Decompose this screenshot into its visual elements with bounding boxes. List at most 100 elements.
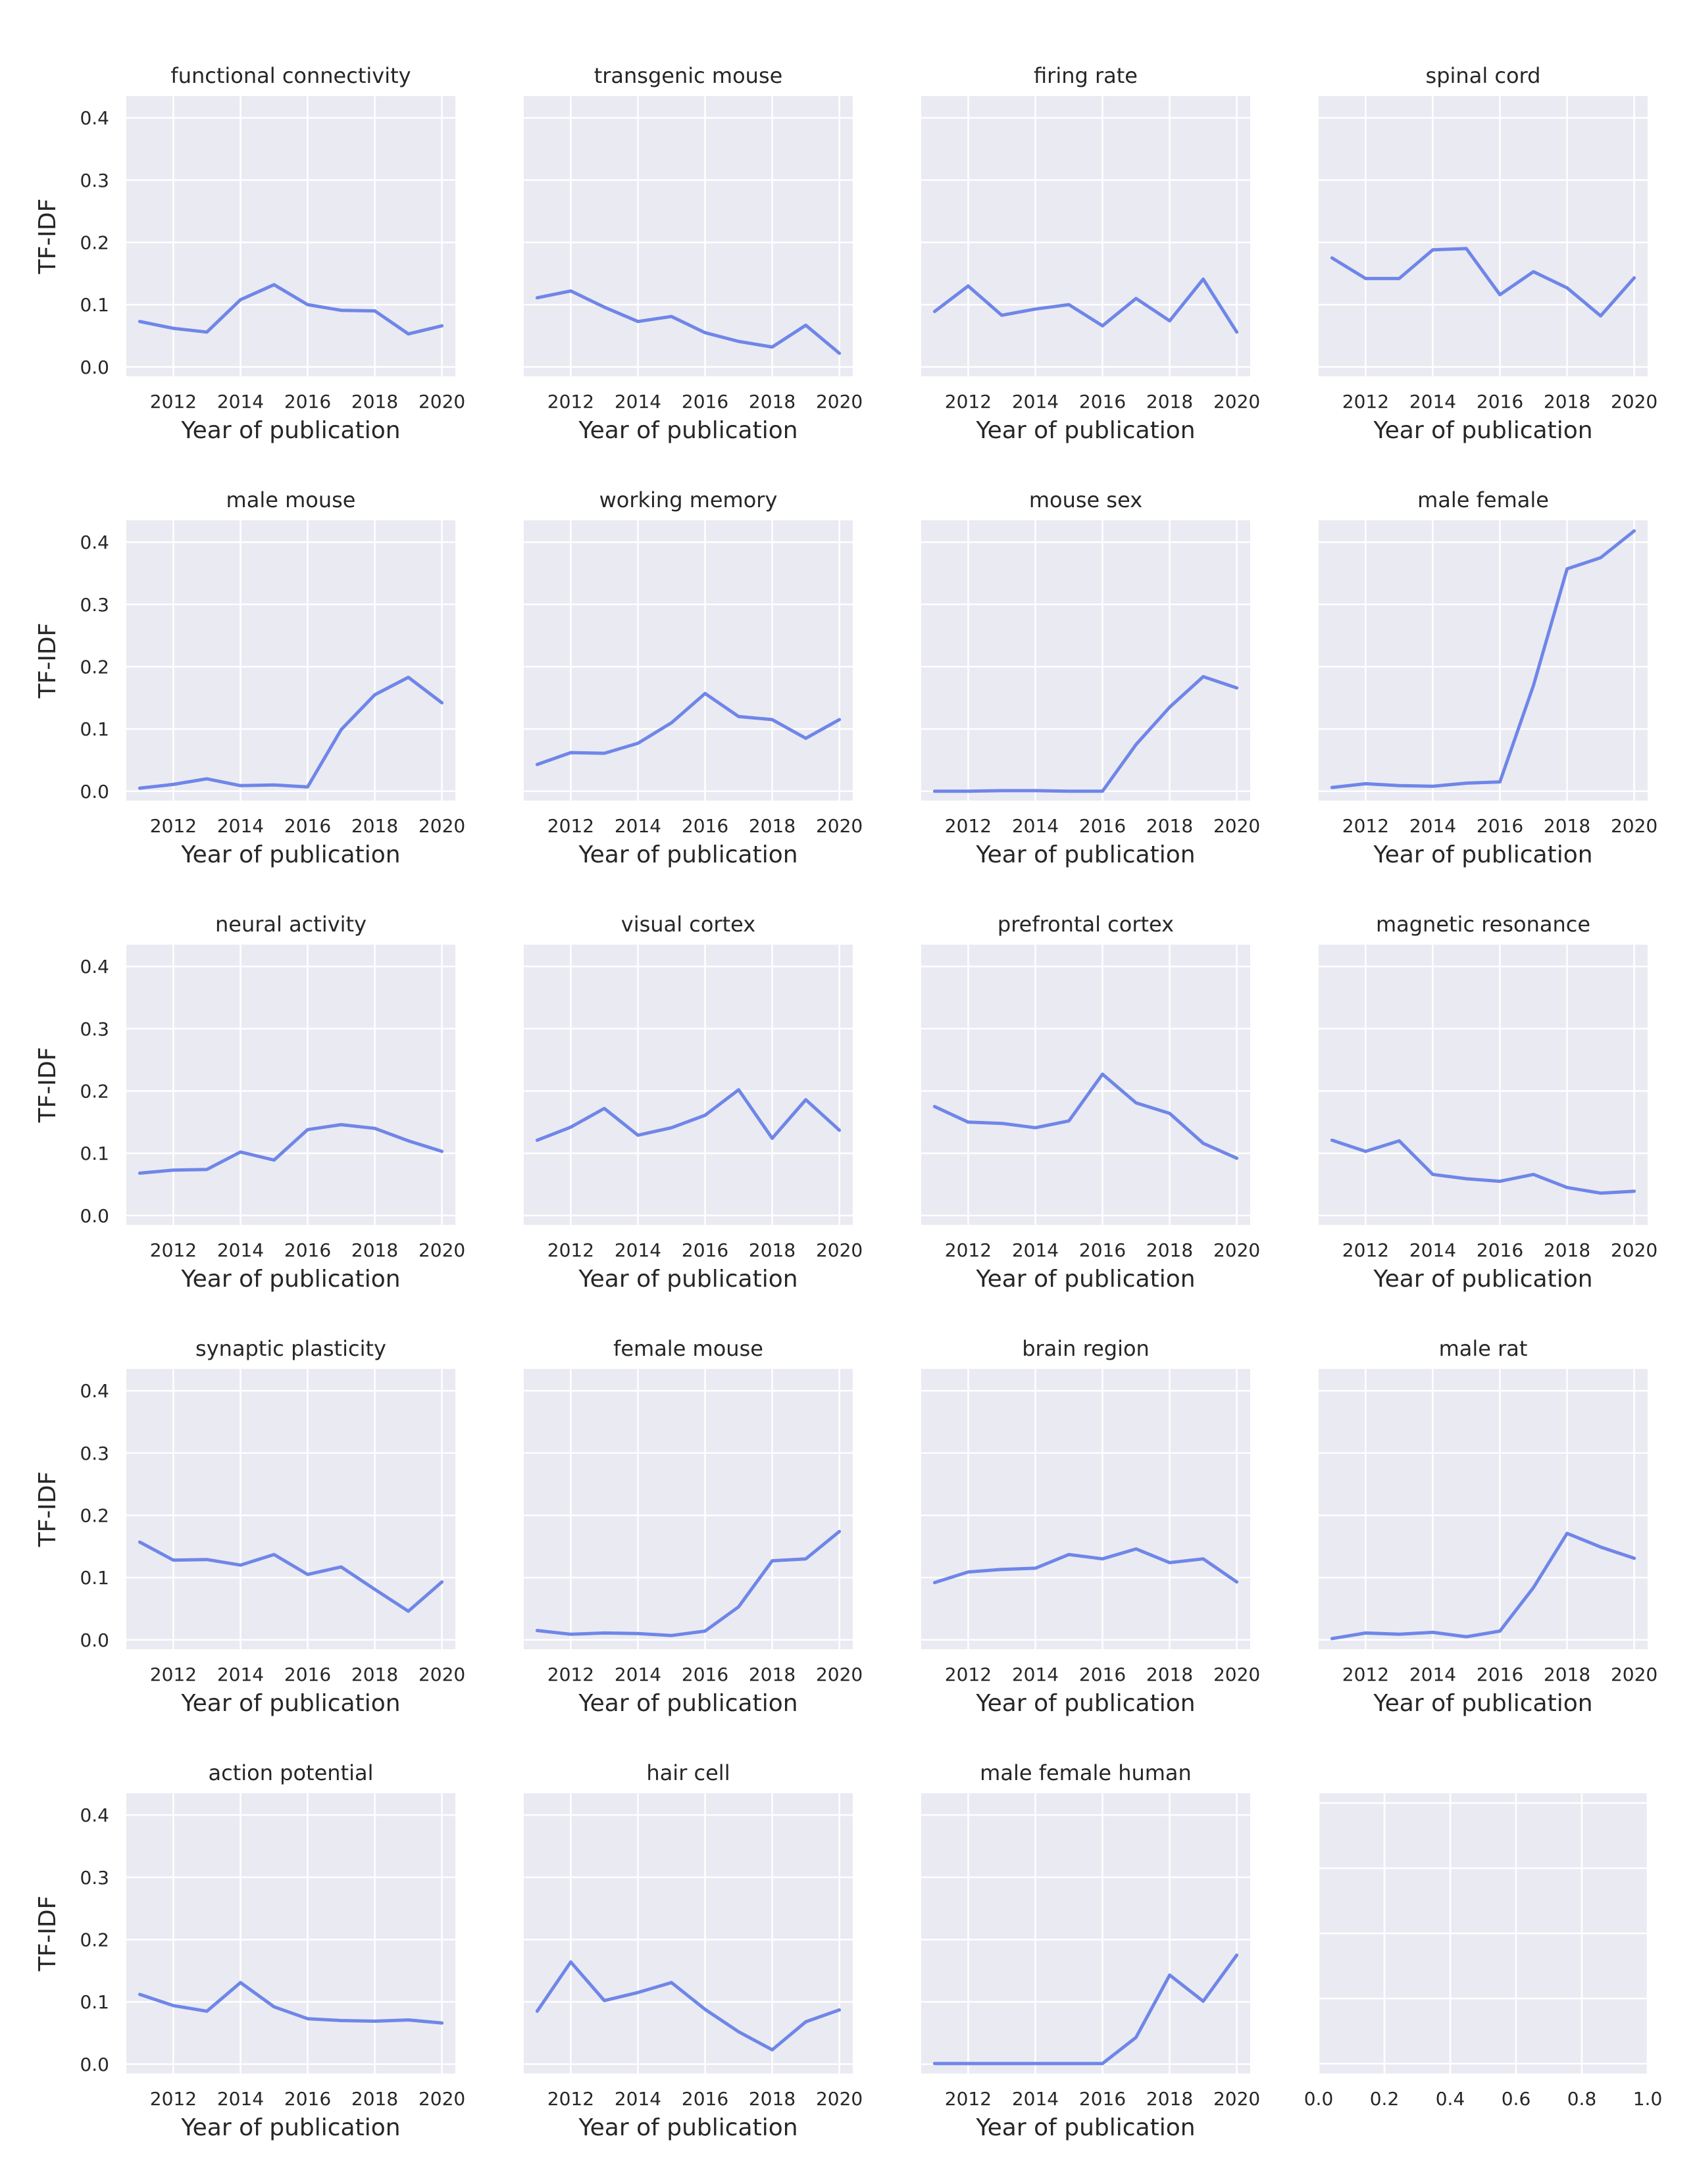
x-tick-label: 2018 <box>749 1239 796 1261</box>
plot-area <box>921 1793 1250 2073</box>
panel-9: 0.0 0.1 0.2 0.3 0.4 2012 2014 2016 2018 2020 neura… <box>34 912 465 1293</box>
x-tick-label: 2020 <box>1611 1239 1657 1261</box>
x-tick-label: 2018 <box>1146 815 1193 837</box>
x-tick-label: 2014 <box>217 1239 264 1261</box>
x-tick-label: 0.4 <box>1436 2088 1465 2110</box>
panel-8: 2012 2014 2016 2018 2020 male female Year of p… <box>1319 487 1657 868</box>
panel-15: 2012 2014 2016 2018 2020 brain region Year of … <box>921 1336 1260 1717</box>
x-tick-label: 2012 <box>945 815 992 837</box>
plot-area <box>524 1793 853 2073</box>
panel-title: firing rate <box>1034 63 1138 88</box>
series-line <box>535 289 842 355</box>
x-tick-label: 2018 <box>1146 1664 1193 1685</box>
x-tick-label: 2012 <box>547 2088 594 2110</box>
x-tick-label: 2012 <box>547 1239 594 1261</box>
plot-area <box>524 1369 853 1649</box>
series-line <box>138 1540 444 1613</box>
x-tick-label: 2014 <box>217 1664 264 1685</box>
x-tick-label: 2014 <box>1012 2088 1059 2110</box>
panel-title: synaptic plasticity <box>195 1336 386 1361</box>
x-tick-label: 0.0 <box>1304 2088 1334 2110</box>
x-tick-label: 2016 <box>1477 391 1523 412</box>
series-line <box>1330 1531 1636 1641</box>
x-axis-label: Year of publication <box>180 417 400 444</box>
x-tick-label: 2012 <box>150 391 197 412</box>
x-tick-label: 2018 <box>1146 391 1193 412</box>
x-axis-label: Year of publication <box>578 1266 797 1293</box>
x-tick-label: 2014 <box>217 391 264 412</box>
plot-area <box>126 1369 455 1649</box>
x-tick-label: 2014 <box>1012 391 1059 412</box>
series-line <box>932 1072 1239 1160</box>
series-line <box>535 1960 842 2052</box>
x-tick-label: 2018 <box>1146 1239 1193 1261</box>
panel-3: 2012 2014 2016 2018 2020 firing rate Year of p… <box>921 63 1260 444</box>
x-tick-label: 2014 <box>615 391 661 412</box>
y-tick-label: 0.4 <box>80 532 109 553</box>
x-axis-label: Year of publication <box>975 841 1195 868</box>
panel-title: prefrontal cortex <box>998 912 1174 937</box>
x-tick-label: 2018 <box>1544 1664 1590 1685</box>
x-tick-label: 2016 <box>1079 815 1126 837</box>
panel-12: 2012 2014 2016 2018 2020 magnetic resonance Ye… <box>1319 912 1657 1293</box>
panel-6: 2012 2014 2016 2018 2020 working memory Year o… <box>524 487 863 868</box>
x-tick-label: 2020 <box>1213 1239 1260 1261</box>
x-tick-label: 2012 <box>150 815 197 837</box>
panel-5: 0.0 0.1 0.2 0.3 0.4 2012 2014 2016 2018 2020 male … <box>34 487 465 868</box>
x-tick-label: 2016 <box>284 1664 331 1685</box>
x-tick-label: 2012 <box>547 1664 594 1685</box>
x-tick-label: 2018 <box>351 1239 398 1261</box>
panel-title: action potential <box>208 1760 373 1785</box>
x-tick-label: 2016 <box>1477 1664 1523 1685</box>
y-tick-label: 0.0 <box>80 781 109 803</box>
x-tick-label: 2020 <box>816 1239 863 1261</box>
x-tick-label: 2016 <box>1079 391 1126 412</box>
x-tick-label: 2014 <box>615 1239 661 1261</box>
series-line <box>138 283 444 336</box>
y-axis-label: TF-IDF <box>34 199 61 275</box>
panel-title: neural activity <box>215 912 367 937</box>
x-tick-label: 2014 <box>1409 1664 1456 1685</box>
series-line <box>932 675 1239 793</box>
x-axis-label: Year of publication <box>1373 417 1592 444</box>
x-tick-label: 2014 <box>1409 1239 1456 1261</box>
x-tick-label: 2020 <box>418 1239 465 1261</box>
y-tick-label: 0.2 <box>80 1929 109 1950</box>
plot-area <box>1319 945 1648 1225</box>
panel-10: 2012 2014 2016 2018 2020 visual cortex Year of… <box>524 912 863 1293</box>
x-tick-label: 2018 <box>1544 1239 1590 1261</box>
panel-20: 0.0 0.2 0.4 0.6 0.8 1.0 <box>1304 1793 1662 2110</box>
x-tick-label: 0.6 <box>1502 2088 1531 2110</box>
x-tick-label: 2018 <box>351 815 398 837</box>
x-axis-label: Year of publication <box>1373 1266 1592 1293</box>
x-tick-label: 2020 <box>816 391 863 412</box>
y-tick-label: 0.1 <box>80 1991 109 2013</box>
plot-area <box>1319 96 1648 376</box>
y-tick-label: 0.1 <box>80 1567 109 1589</box>
plot-area <box>524 96 853 376</box>
x-tick-label: 2014 <box>615 815 661 837</box>
x-tick-label: 2018 <box>1146 2088 1193 2110</box>
y-tick-label: 0.4 <box>80 107 109 129</box>
x-axis-label: Year of publication <box>180 841 400 868</box>
x-axis-label: Year of publication <box>578 417 797 444</box>
x-tick-label: 2018 <box>749 2088 796 2110</box>
x-tick-label: 2016 <box>284 1239 331 1261</box>
x-tick-label: 2012 <box>150 2088 197 2110</box>
y-tick-label: 0.3 <box>80 170 109 191</box>
y-tick-label: 0.1 <box>80 718 109 740</box>
x-tick-label: 2014 <box>1409 815 1456 837</box>
y-tick-label: 0.2 <box>80 1080 109 1102</box>
series-line <box>932 1547 1239 1585</box>
plot-area <box>1319 520 1648 801</box>
plot-area <box>126 945 455 1225</box>
y-axis-label: TF-IDF <box>34 1047 61 1124</box>
y-tick-label: 0.3 <box>80 1443 109 1464</box>
panel-4: 2012 2014 2016 2018 2020 spinal cord Year of p… <box>1319 63 1657 444</box>
x-axis-label: Year of publication <box>975 2114 1195 2141</box>
panel-title: transgenic mouse <box>594 63 783 88</box>
panel-19: 2012 2014 2016 2018 2020 male female human Yea… <box>921 1760 1260 2141</box>
panel-title: female mouse <box>613 1336 763 1361</box>
y-tick-label: 0.4 <box>80 1380 109 1402</box>
series-line <box>535 1088 842 1142</box>
